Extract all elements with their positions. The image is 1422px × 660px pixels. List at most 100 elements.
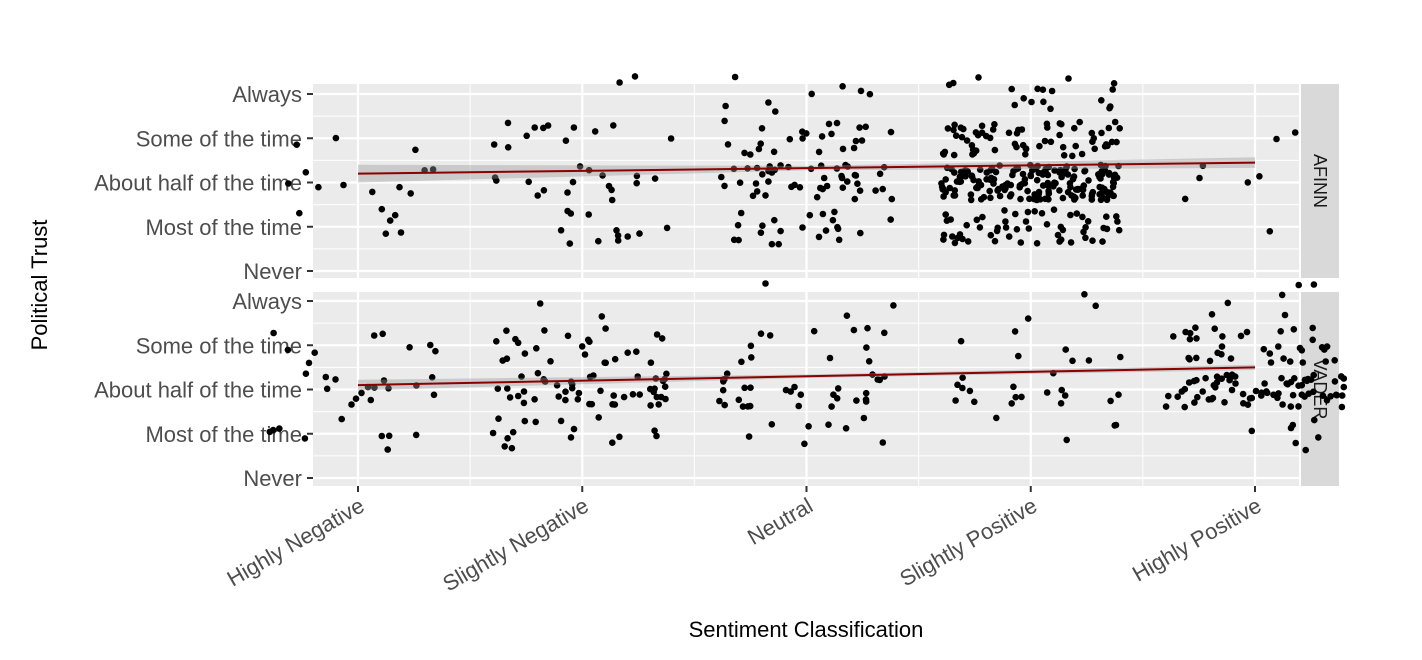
x-tick-label: Neutral [743, 493, 817, 550]
data-point [959, 384, 966, 392]
data-point [489, 429, 497, 437]
data-point [1067, 183, 1074, 191]
data-point [951, 239, 959, 247]
data-point [396, 183, 403, 191]
data-point [833, 119, 841, 127]
data-point [949, 233, 956, 240]
data-point [1067, 239, 1075, 246]
data-point [506, 394, 514, 401]
data-point [1304, 375, 1312, 383]
data-point [791, 383, 798, 391]
facet-strip: AFINN [1301, 84, 1339, 278]
data-point [531, 396, 538, 403]
data-point [494, 385, 502, 393]
data-point [788, 183, 795, 191]
data-point [1266, 228, 1274, 235]
data-point [887, 128, 895, 136]
data-point [1073, 210, 1081, 217]
data-point [1002, 224, 1010, 231]
data-point [1015, 352, 1022, 360]
data-point [851, 195, 859, 203]
y-axis-title: Political Trust [27, 220, 52, 351]
data-point [1174, 393, 1181, 401]
x-tick-label: Slightly Positive [895, 493, 1041, 592]
data-point [1062, 346, 1069, 353]
data-point [586, 400, 593, 408]
data-point [315, 183, 322, 191]
data-point [1005, 129, 1013, 137]
data-point [1226, 376, 1233, 384]
data-point [852, 137, 860, 145]
data-point [547, 358, 554, 365]
data-point [575, 389, 583, 397]
data-point [1008, 85, 1015, 93]
data-point [1273, 135, 1280, 143]
data-point [940, 185, 947, 193]
data-point [1057, 400, 1065, 407]
data-point [1212, 384, 1219, 391]
data-point [1103, 225, 1111, 233]
data-point [340, 181, 347, 189]
data-point [590, 372, 597, 379]
data-point [976, 224, 984, 231]
data-point [651, 385, 658, 393]
data-point [1027, 172, 1035, 180]
data-point [757, 140, 764, 147]
data-point [752, 180, 760, 187]
data-point [1011, 328, 1019, 335]
data-point [828, 403, 835, 410]
data-point [1286, 358, 1294, 365]
data-point [1218, 375, 1225, 383]
data-point [768, 240, 776, 248]
data-point [872, 187, 879, 194]
data-point [1298, 347, 1306, 354]
data-point [1227, 355, 1235, 362]
data-point [829, 216, 837, 224]
data-point [747, 342, 755, 350]
data-point [1105, 124, 1113, 132]
data-point [1221, 399, 1228, 406]
data-point [1033, 240, 1041, 247]
data-point [1031, 208, 1038, 215]
data-point [379, 330, 387, 338]
data-point [1088, 190, 1096, 198]
data-point [1162, 403, 1170, 410]
data-point [825, 120, 833, 128]
data-point [562, 137, 570, 144]
data-point [302, 370, 310, 378]
data-point [1063, 436, 1070, 444]
panel-afinn: Never Most of the time About half of the t… [94, 73, 1339, 284]
data-point [834, 225, 842, 233]
data-point [503, 327, 510, 335]
data-point [1106, 104, 1113, 112]
data-point [397, 229, 405, 236]
data-point [1107, 397, 1114, 405]
data-point [633, 179, 640, 187]
data-point [1181, 403, 1188, 411]
data-point [1069, 357, 1076, 365]
facet-strip-background [1301, 292, 1339, 486]
data-point [1002, 218, 1009, 225]
data-point [1060, 152, 1068, 159]
x-axis: Highly Negative Slightly Negative Neutral S… [223, 486, 1266, 596]
data-point [994, 224, 1001, 232]
data-point [1337, 373, 1345, 380]
data-point [940, 231, 948, 239]
data-point [504, 119, 512, 127]
data-point [1298, 391, 1306, 399]
data-point [1323, 343, 1331, 350]
data-point [591, 128, 599, 135]
data-point [828, 130, 835, 138]
data-point [1219, 333, 1226, 340]
data-point [1048, 87, 1056, 95]
y-tick-label: About half of the time [94, 171, 302, 196]
data-point [1211, 325, 1218, 333]
data-point [1193, 354, 1200, 362]
y-tick-label: Some of the time [136, 333, 302, 358]
data-point [1340, 383, 1348, 391]
data-point [771, 216, 778, 224]
data-point [1071, 165, 1078, 173]
data-point [866, 90, 874, 98]
data-point [721, 117, 728, 125]
